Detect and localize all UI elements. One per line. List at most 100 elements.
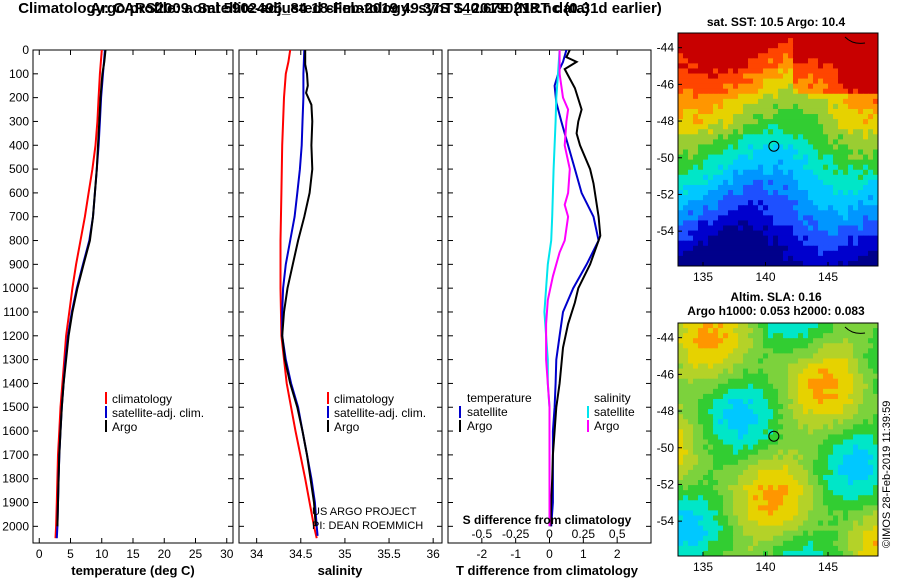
map-cell (708, 348, 714, 354)
map-cell (783, 159, 789, 166)
map-cell (738, 240, 744, 247)
map-cell (858, 220, 864, 226)
map-cell (758, 220, 764, 226)
map-cell (708, 210, 714, 216)
map-cell (803, 449, 809, 456)
map-cell (833, 510, 839, 516)
map-cell (678, 338, 684, 344)
map-cell (738, 378, 744, 385)
map-cell (783, 485, 789, 491)
map-cell (803, 424, 809, 430)
map-cell (853, 485, 859, 491)
map-cell (748, 429, 754, 435)
map-cell (738, 119, 744, 125)
map-cell (808, 378, 814, 385)
map-cell (703, 103, 709, 110)
map-cell (783, 323, 789, 329)
depth-axis: 0100200300400500600700800900100011001200… (2, 43, 29, 533)
map-cell (743, 200, 749, 206)
map-cell (758, 368, 764, 375)
map-cell (763, 434, 769, 440)
map-cell (753, 144, 759, 150)
map-cell (813, 220, 819, 226)
salinity-ticks: 34 34.5 35 35.5 36 (239, 49, 442, 561)
map-cell (743, 220, 749, 226)
map-cell (688, 215, 694, 221)
map-cell (693, 363, 699, 370)
map-cell (868, 368, 874, 375)
map-cell (863, 205, 869, 211)
map-cell (833, 495, 839, 501)
float-position-marker (768, 430, 780, 442)
map-cell (768, 38, 774, 44)
map-cell (798, 505, 804, 511)
map-cell (838, 255, 844, 262)
map-cell (738, 174, 744, 181)
map-cell (758, 444, 764, 451)
map-cell (738, 353, 744, 359)
map-cell (798, 78, 804, 85)
map-cell (713, 500, 719, 506)
map-cell (808, 88, 814, 95)
map-cell (703, 260, 709, 266)
map-cell (703, 58, 709, 64)
map-cell (693, 63, 699, 69)
map-cell (708, 363, 714, 370)
map-cell (848, 429, 854, 435)
map-cell (788, 338, 794, 344)
map-cell (708, 545, 714, 552)
map-cell (873, 174, 878, 181)
map-cell (733, 323, 739, 329)
map-cell (798, 338, 804, 344)
map-cell (803, 225, 809, 232)
map-cell (753, 525, 759, 532)
map-cell (863, 485, 869, 491)
map-cell (783, 495, 789, 501)
map-cell (753, 378, 759, 385)
map-cell (783, 195, 789, 201)
map-cell (808, 449, 814, 456)
map-cell (873, 240, 878, 247)
map-cell (778, 48, 784, 54)
map-cell (693, 129, 699, 135)
map-cell (758, 38, 764, 44)
map-cell (833, 343, 839, 349)
map-cell (723, 398, 729, 405)
map-cell (713, 48, 719, 54)
map-cell (858, 83, 864, 90)
map-cell (793, 525, 799, 532)
map-cell (818, 48, 824, 54)
map-cell (778, 525, 784, 532)
map-cell (718, 383, 724, 390)
map-cell (738, 373, 744, 380)
map-cell (708, 245, 714, 252)
map-cell (778, 490, 784, 496)
map-cell (698, 235, 704, 242)
map-cell (688, 205, 694, 211)
map-cell (713, 255, 719, 262)
map-cell (848, 474, 854, 481)
map-cell (708, 164, 714, 171)
map-cell (738, 195, 744, 201)
map-cell (768, 88, 774, 95)
map-cell (838, 215, 844, 221)
map-cell (773, 114, 779, 120)
map-cell (843, 459, 849, 466)
map-cell (843, 245, 849, 252)
x-tick-label: 20 (158, 547, 172, 561)
map-cell (718, 149, 724, 156)
map-cell (848, 205, 854, 211)
map-cell (833, 449, 839, 456)
map-cell (748, 343, 754, 349)
map-cell (818, 383, 824, 390)
map-cell (853, 149, 859, 156)
map-cell (688, 474, 694, 481)
map-cell (823, 174, 829, 181)
map-cell (678, 33, 684, 39)
map-cell (863, 245, 869, 252)
map-cell (813, 210, 819, 216)
map-cell (708, 333, 714, 339)
map-cell (678, 48, 684, 54)
map-cell (788, 93, 794, 100)
map-cell (688, 409, 694, 415)
